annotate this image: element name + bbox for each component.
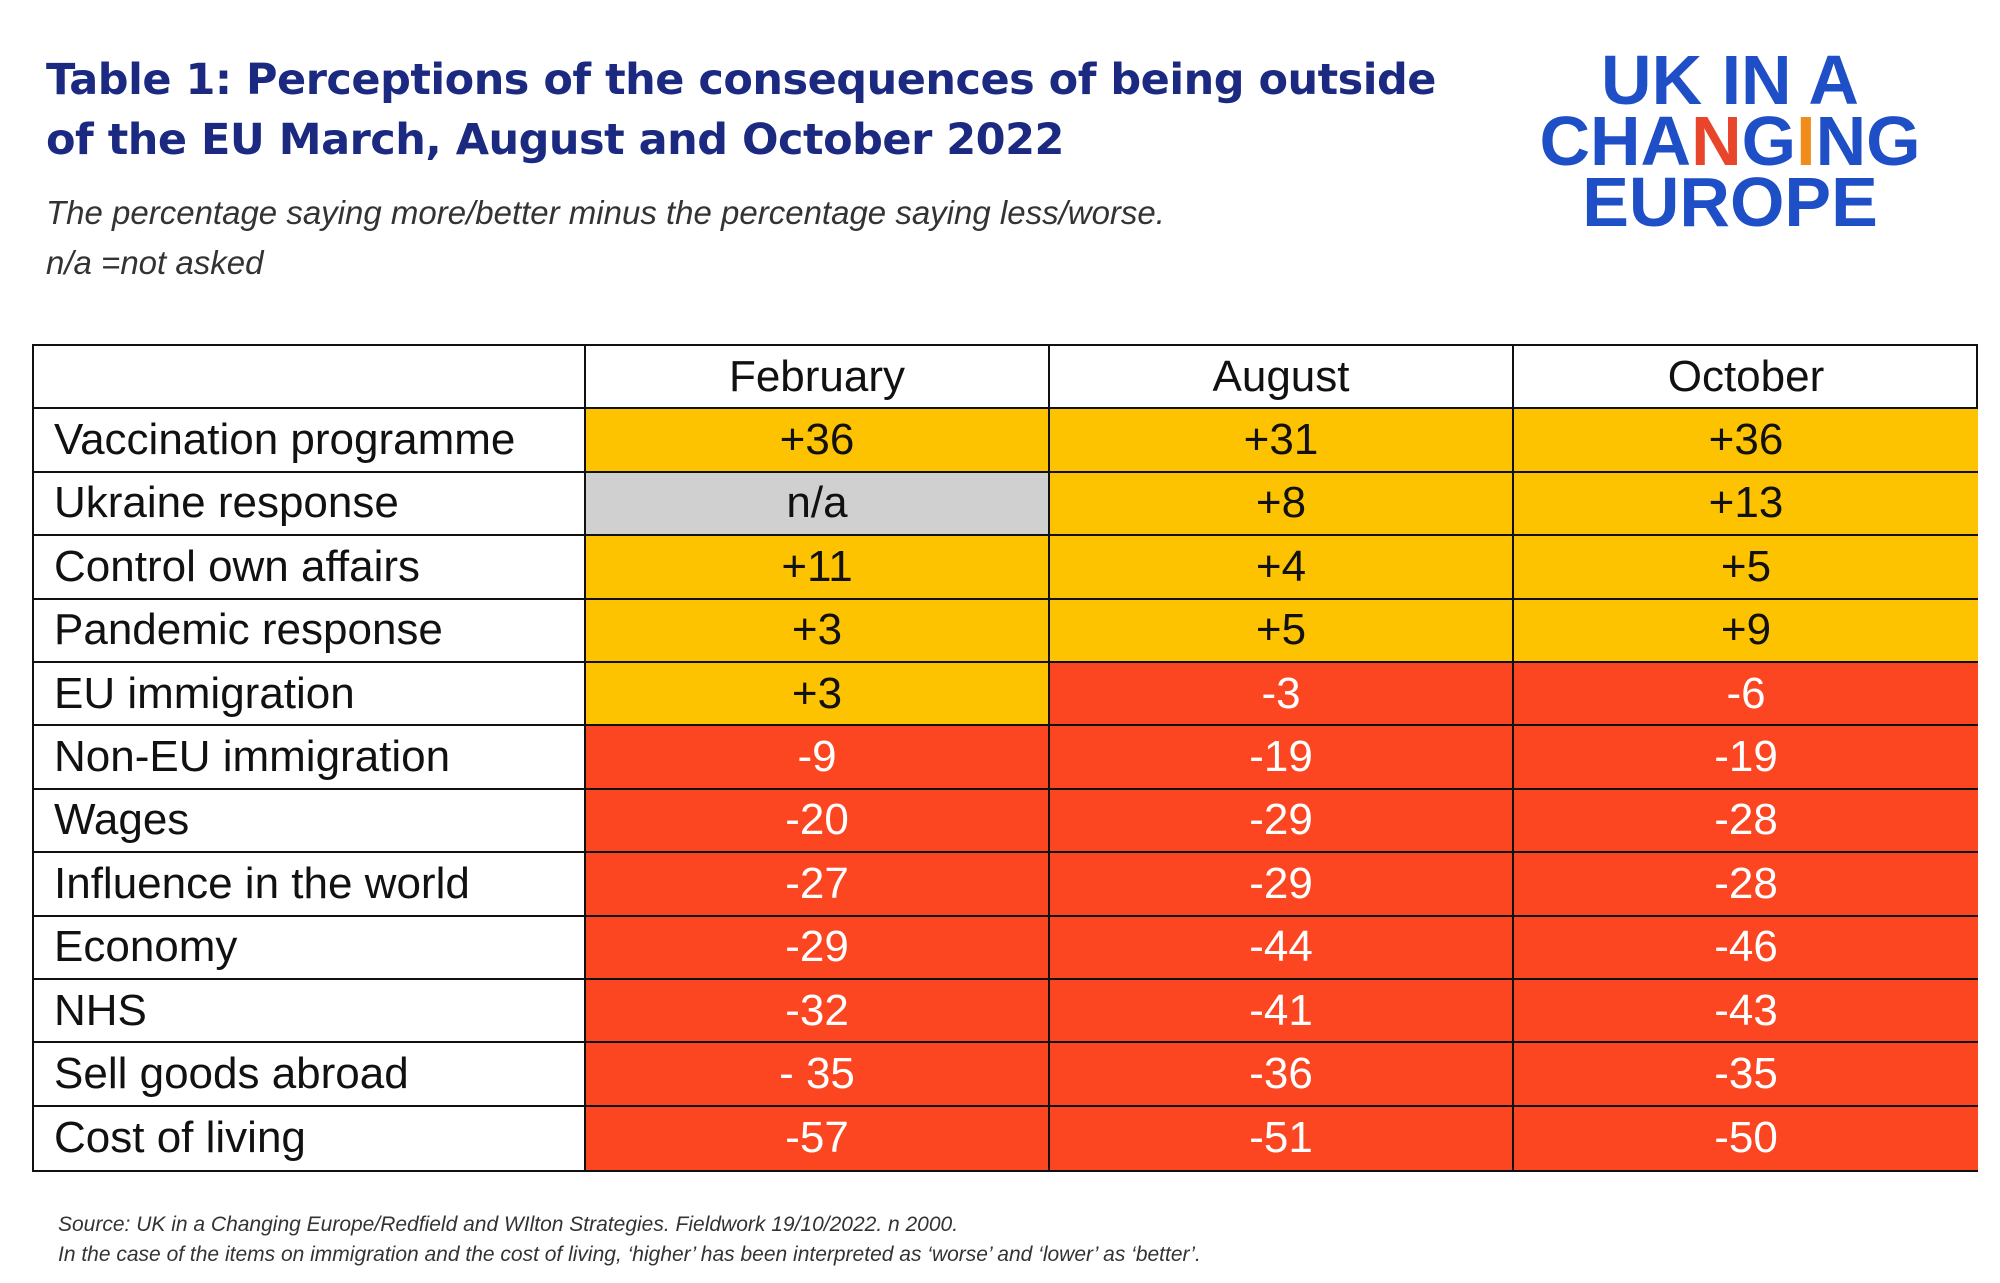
table-cell: +3 xyxy=(586,662,1050,727)
logo-text: CHA xyxy=(1539,102,1692,180)
row-label: Influence in the world xyxy=(34,853,586,917)
row-label: Ukraine response xyxy=(34,472,586,537)
logo-text: NG xyxy=(1815,102,1921,180)
table-cell: -28 xyxy=(1514,789,1978,854)
table-cell: +8 xyxy=(1050,472,1514,537)
table-cell: +13 xyxy=(1514,472,1978,537)
table-cell: +36 xyxy=(1514,409,1978,473)
table-cell: - 35 xyxy=(586,1043,1050,1107)
table-cell: -29 xyxy=(1050,789,1514,854)
logo-text: UK IN A xyxy=(1601,41,1859,119)
subtitle: The percentage saying more/better minus … xyxy=(46,188,1165,288)
table-cell: +4 xyxy=(1050,536,1514,600)
row-label: Economy xyxy=(34,916,586,980)
column-header: October xyxy=(1514,346,1978,410)
column-header: August xyxy=(1050,346,1514,410)
table-cell: -41 xyxy=(1050,979,1514,1044)
table-cell: +3 xyxy=(586,599,1050,663)
row-label: Sell goods abroad xyxy=(34,1043,586,1107)
logo-line: EUROPE xyxy=(1530,167,1930,237)
logo-text: N xyxy=(1691,102,1742,180)
table-cell: -29 xyxy=(1050,853,1514,917)
logo-line: CHANGING xyxy=(1530,106,1930,176)
table-cell: -57 xyxy=(586,1106,1050,1171)
table-cell: -9 xyxy=(586,726,1050,790)
row-label: EU immigration xyxy=(34,662,586,727)
table-cell: -51 xyxy=(1050,1106,1514,1171)
table-cell: -29 xyxy=(586,916,1050,980)
logo-text: EUROPE xyxy=(1582,163,1878,241)
footer-line: In the case of the items on immigration … xyxy=(58,1243,1201,1266)
table-cell: +5 xyxy=(1050,599,1514,663)
logo-text: G xyxy=(1741,102,1797,180)
title-line: Table 1: Perceptions of the consequences… xyxy=(46,55,1436,105)
subtitle-line: n/a =not asked xyxy=(46,244,264,281)
logo-line: UK IN A xyxy=(1530,45,1930,115)
row-label: Non-EU immigration xyxy=(34,726,586,790)
row-label: Control own affairs xyxy=(34,536,586,600)
table-cell: -27 xyxy=(586,853,1050,917)
table-cell: -35 xyxy=(1514,1043,1978,1107)
table-cell: +31 xyxy=(1050,409,1514,473)
column-header: February xyxy=(586,346,1050,410)
table-cell: +5 xyxy=(1514,536,1978,600)
table: February August October Vaccination program… xyxy=(32,344,1978,1173)
table-cell: n/a xyxy=(586,472,1050,537)
footer: Source: UK in a Changing Europe/Redfield… xyxy=(58,1210,1201,1270)
table-cell: -44 xyxy=(1050,916,1514,980)
row-label: Pandemic response xyxy=(34,599,586,663)
row-label: Vaccination programme xyxy=(34,409,586,473)
logo: UK IN A CHANGING EUROPE xyxy=(1530,45,1930,237)
table-cell: -32 xyxy=(586,979,1050,1044)
table-cell: -3 xyxy=(1050,662,1514,727)
table-cell: -43 xyxy=(1514,979,1978,1044)
title-line: of the EU March, August and October 2022 xyxy=(46,115,1064,165)
table-cell: -50 xyxy=(1514,1106,1978,1171)
row-label: Cost of living xyxy=(34,1106,586,1171)
table-cell: -36 xyxy=(1050,1043,1514,1107)
table-cell: +11 xyxy=(586,536,1050,600)
row-label: NHS xyxy=(34,979,586,1044)
footer-line: Source: UK in a Changing Europe/Redfield… xyxy=(58,1213,959,1236)
table-cell: -19 xyxy=(1514,726,1978,790)
table-cell: +9 xyxy=(1514,599,1978,663)
column-header xyxy=(34,346,586,410)
subtitle-line: The percentage saying more/better minus … xyxy=(46,194,1165,231)
row-label: Wages xyxy=(34,789,586,854)
table-cell: -6 xyxy=(1514,662,1978,727)
title: Table 1: Perceptions of the consequences… xyxy=(46,50,1436,170)
table-cell: -19 xyxy=(1050,726,1514,790)
table-cell: -20 xyxy=(586,789,1050,854)
table-cell: +36 xyxy=(586,409,1050,473)
table-cell: -46 xyxy=(1514,916,1978,980)
table-cell: -28 xyxy=(1514,853,1978,917)
logo-text: I xyxy=(1796,102,1816,180)
